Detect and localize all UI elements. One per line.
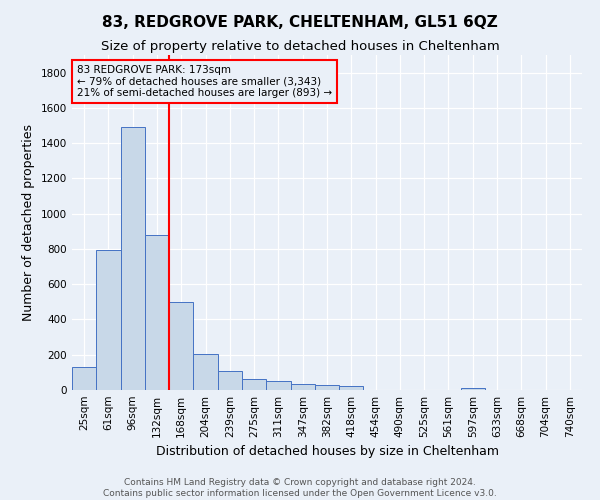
Bar bbox=[145, 235, 169, 390]
Bar bbox=[339, 386, 364, 390]
Bar bbox=[290, 384, 315, 390]
Bar bbox=[461, 388, 485, 390]
Bar bbox=[72, 367, 96, 390]
Y-axis label: Number of detached properties: Number of detached properties bbox=[22, 124, 35, 321]
Text: Contains HM Land Registry data © Crown copyright and database right 2024.
Contai: Contains HM Land Registry data © Crown c… bbox=[103, 478, 497, 498]
Text: 83, REDGROVE PARK, CHELTENHAM, GL51 6QZ: 83, REDGROVE PARK, CHELTENHAM, GL51 6QZ bbox=[102, 15, 498, 30]
X-axis label: Distribution of detached houses by size in Cheltenham: Distribution of detached houses by size … bbox=[155, 446, 499, 458]
Bar bbox=[218, 372, 242, 390]
Bar bbox=[96, 250, 121, 390]
Bar bbox=[121, 128, 145, 390]
Bar bbox=[266, 381, 290, 390]
Text: 83 REDGROVE PARK: 173sqm
← 79% of detached houses are smaller (3,343)
21% of sem: 83 REDGROVE PARK: 173sqm ← 79% of detach… bbox=[77, 65, 332, 98]
Text: Size of property relative to detached houses in Cheltenham: Size of property relative to detached ho… bbox=[101, 40, 499, 53]
Bar bbox=[242, 378, 266, 390]
Bar bbox=[169, 302, 193, 390]
Bar bbox=[193, 354, 218, 390]
Bar bbox=[315, 385, 339, 390]
